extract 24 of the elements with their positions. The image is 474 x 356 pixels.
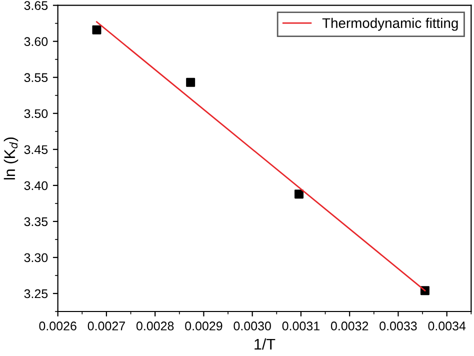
point: [92, 25, 102, 34]
y-tick-label: 3.35: [24, 217, 48, 226]
y-tick-label: 3.55: [24, 73, 48, 82]
y-tick-label: 3.30: [24, 253, 48, 262]
x-tick-label: 0.0028: [136, 322, 174, 330]
y-axis-title: ln (K$_{d}$): [4, 138, 18, 180]
x-tick-label: 0.0026: [39, 322, 76, 330]
point: [186, 78, 196, 87]
y-tick-label: 3.65: [24, 1, 48, 10]
x-axis-title: 1/T: [254, 338, 276, 350]
point: [294, 190, 304, 199]
y-tick-label: 3.60: [24, 37, 48, 46]
x-tick-label: 0.0029: [185, 322, 222, 330]
legend-label: Thermodynamic fitting: [322, 18, 458, 31]
x-tick-label: 0.0030: [234, 322, 271, 330]
x-tick-label: 0.0031: [282, 322, 320, 330]
y-tick-label: 3.50: [24, 109, 48, 118]
x-tick-label: 0.0034: [428, 322, 466, 330]
x-tick-label: 0.0033: [380, 322, 417, 330]
y-tick-label: 3.40: [24, 181, 48, 190]
y-tick-label: 3.45: [24, 145, 48, 154]
y-tick-label: 3.25: [24, 289, 48, 298]
x-tick-label: 0.0032: [330, 322, 368, 330]
x-tick-label: 0.0027: [88, 322, 125, 330]
